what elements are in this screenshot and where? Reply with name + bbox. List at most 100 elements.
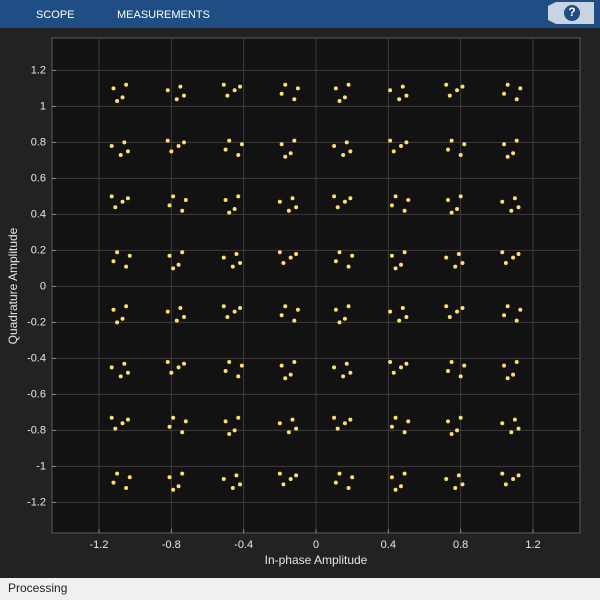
point: [389, 203, 394, 208]
point: [332, 194, 337, 199]
point: [389, 475, 394, 480]
point: [503, 482, 508, 487]
point: [120, 316, 125, 321]
point: [122, 140, 127, 145]
point: [120, 421, 125, 426]
point: [167, 253, 172, 258]
point: [397, 318, 402, 323]
point: [400, 84, 405, 89]
y-tick-label: 0.8: [31, 136, 46, 148]
point: [348, 370, 353, 375]
point: [118, 374, 123, 379]
point: [279, 142, 284, 147]
point: [227, 432, 232, 436]
point: [502, 363, 507, 368]
point: [404, 361, 409, 366]
point: [348, 417, 353, 422]
point: [332, 365, 337, 370]
point: [397, 97, 402, 102]
point: [221, 477, 226, 481]
point: [169, 149, 174, 154]
point: [178, 306, 183, 310]
help-button[interactable]: [564, 5, 580, 21]
point: [516, 426, 521, 431]
point: [344, 361, 349, 366]
point: [398, 144, 403, 148]
point: [288, 151, 293, 156]
point: [333, 259, 338, 264]
point: [239, 363, 244, 368]
point: [180, 471, 185, 476]
tab[interactable]: MEASUREMENTS: [117, 9, 210, 21]
point: [288, 477, 293, 481]
point: [283, 304, 288, 309]
point: [294, 205, 299, 210]
point: [455, 207, 460, 211]
status-text: Processing: [8, 581, 67, 595]
point: [346, 264, 351, 269]
point: [124, 304, 129, 309]
point: [180, 208, 185, 213]
point: [509, 430, 514, 435]
point: [444, 82, 449, 87]
point: [393, 487, 398, 492]
point: [444, 255, 449, 260]
point: [400, 306, 405, 310]
x-tick-label: -0.4: [234, 539, 253, 551]
point: [453, 486, 458, 490]
point: [460, 482, 465, 487]
point: [230, 486, 235, 490]
point: [223, 369, 228, 373]
x-tick-label: -0.8: [162, 539, 181, 551]
point: [500, 471, 505, 476]
point: [223, 419, 228, 424]
help-label[interactable]: ?: [568, 5, 575, 19]
point: [111, 307, 116, 312]
point: [514, 97, 519, 102]
point: [348, 196, 353, 201]
point: [458, 153, 463, 157]
point: [333, 307, 338, 312]
point: [277, 421, 282, 426]
point: [505, 376, 510, 381]
point: [232, 428, 237, 433]
point: [404, 140, 409, 145]
point: [346, 304, 351, 309]
point: [516, 473, 521, 478]
point: [292, 360, 297, 364]
y-tick-label: 0.2: [31, 244, 46, 256]
point: [500, 250, 505, 255]
point: [176, 365, 181, 370]
tab[interactable]: SCOPE: [36, 9, 75, 21]
point: [446, 198, 450, 202]
point: [500, 199, 505, 204]
y-tick-label: -0.4: [27, 352, 46, 364]
point: [337, 471, 342, 476]
point: [456, 252, 461, 256]
point: [406, 419, 411, 424]
point: [342, 95, 347, 100]
point: [238, 306, 243, 310]
point: [277, 199, 282, 204]
point: [509, 208, 514, 213]
point: [125, 370, 130, 375]
point: [514, 360, 519, 364]
point: [113, 426, 118, 431]
point: [516, 205, 521, 210]
y-tick-label: 0.6: [31, 172, 46, 184]
point: [111, 480, 116, 485]
point: [294, 252, 299, 256]
point: [460, 261, 465, 265]
y-axis-label: Quadrature Amplitude: [6, 227, 20, 344]
point: [502, 313, 507, 318]
point: [283, 376, 288, 381]
point: [391, 149, 396, 154]
point: [277, 250, 282, 255]
point: [505, 154, 510, 159]
point: [111, 259, 116, 264]
point: [176, 144, 181, 148]
point: [458, 415, 463, 420]
point: [283, 154, 288, 159]
point: [165, 309, 170, 314]
point: [109, 365, 114, 370]
